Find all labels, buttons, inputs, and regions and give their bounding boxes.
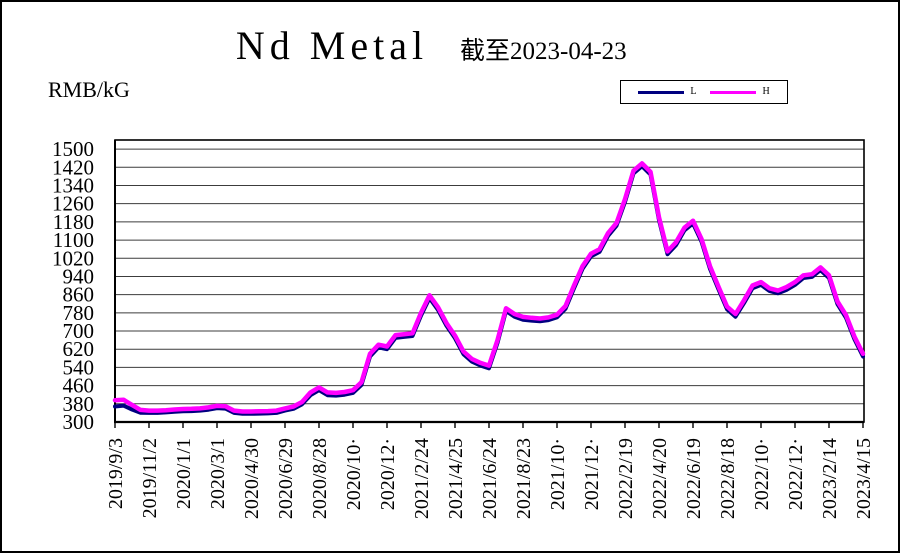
y-axis-unit-label: RMB/kG xyxy=(48,77,130,102)
as-of-date-label: 截至2023-04-23 xyxy=(460,38,627,65)
x-axis-tick-label: 2023/4/15 xyxy=(853,438,875,519)
x-axis-tick-label: 2021/2/24 xyxy=(411,438,433,519)
x-axis-tick-label: 2021/6/24 xyxy=(479,438,501,519)
x-axis-tick-label: 2021/10· xyxy=(547,438,569,510)
y-axis-tick-label: 860 xyxy=(63,283,95,307)
x-axis-tick-label: 2020/6/29 xyxy=(275,438,297,519)
page-title: Nd Metal xyxy=(235,23,429,68)
y-axis-tick-label: 1100 xyxy=(53,228,94,252)
y-axis-tick-label: 700 xyxy=(63,319,95,343)
legend-item-H: H xyxy=(710,86,770,97)
y-axis-tick-label: 540 xyxy=(63,355,95,379)
x-axis-tick-label: 2020/8/28 xyxy=(309,438,331,519)
y-axis-tick-label: 1500 xyxy=(52,137,94,161)
y-axis-tick-label: 380 xyxy=(63,392,95,416)
x-axis-tick-label: 2020/12· xyxy=(377,438,399,510)
x-axis-tick-label: 2022/8/18 xyxy=(717,438,739,519)
x-axis-tick-label: 2020/1/1 xyxy=(173,438,195,509)
legend-item-L: L xyxy=(638,87,696,97)
legend-swatch-L xyxy=(638,90,685,94)
legend-label-L: L xyxy=(690,86,697,97)
x-axis-tick-label: 2022/2/19 xyxy=(615,438,637,519)
x-axis-tick-label: 2020/10· xyxy=(343,438,365,510)
y-axis-tick-label: 1260 xyxy=(52,192,94,216)
y-axis-tick-label: 1340 xyxy=(52,173,94,197)
x-axis-tick-label: 2021/4/25 xyxy=(445,438,467,519)
y-axis-tick-label: 620 xyxy=(63,337,95,361)
y-axis-tick-label: 300 xyxy=(63,410,95,434)
y-axis-tick-label: 1020 xyxy=(52,246,94,270)
legend-label-H: H xyxy=(762,86,770,97)
x-axis-tick-label: 2023/2/14 xyxy=(819,438,841,519)
x-axis-tick-label: 2022/12· xyxy=(785,438,807,510)
x-axis-tick-label: 2021/12· xyxy=(581,438,603,510)
x-axis-tick-label: 2019/11/2 xyxy=(139,438,161,518)
series-line-H xyxy=(112,161,866,414)
y-axis-tick-label: 1420 xyxy=(52,155,94,179)
y-axis-tick-label: 460 xyxy=(63,374,95,398)
y-axis-tick-label: 1180 xyxy=(53,210,94,234)
legend-box: L H xyxy=(620,80,788,104)
y-axis-tick-label: 780 xyxy=(63,301,95,325)
x-axis-tick-label: 2020/3/1 xyxy=(207,438,229,509)
plot-area-frame xyxy=(114,139,865,423)
x-axis-tick-label: 2019/9/3 xyxy=(105,438,127,509)
x-axis-tick-label: 2022/10· xyxy=(751,438,773,510)
legend-swatch-H xyxy=(710,90,757,94)
x-axis-tick-label: 2022/4/20 xyxy=(649,438,671,519)
y-axis-tick-label: 940 xyxy=(63,264,95,288)
x-axis-tick-label: 2022/6/19 xyxy=(683,438,705,519)
x-axis-tick-label: 2020/4/30 xyxy=(241,438,263,519)
x-axis-tick-label: 2021/8/23 xyxy=(513,438,535,519)
